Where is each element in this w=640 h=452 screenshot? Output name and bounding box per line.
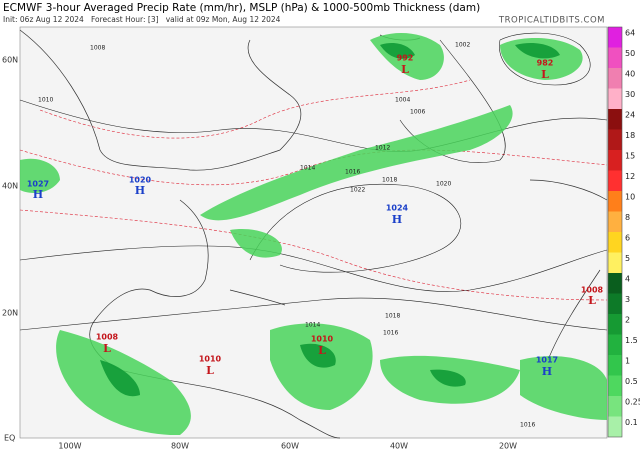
colorbar-swatch [608,27,622,48]
lat-label: 20N [2,309,18,318]
isobar-label: 1014 [300,165,315,172]
colorbar-label: 4 [625,275,630,284]
colorbar-swatch [608,170,622,191]
colorbar-label: 0.5 [625,377,638,386]
colorbar-label: 8 [625,213,630,222]
isobar-label: 1004 [395,97,410,104]
colorbar-label: 0.25 [625,398,640,407]
lat-label: 60N [2,56,18,65]
lon-label: 100W [58,442,81,451]
colorbar-swatch [608,150,622,171]
isobar [19,32,608,331]
center-pressure: 1008 [581,286,604,295]
center-pressure: 1020 [129,176,152,185]
colorbar-label: 6 [625,234,630,243]
center-symbol: L [103,342,111,355]
isobar-label: 1016 [383,330,398,337]
isobar-label: 1014 [305,322,320,329]
center-pressure: 1027 [27,180,49,189]
colorbar-swatch [608,109,622,130]
isobar-label: 1006 [410,109,425,116]
center-pressure: 1024 [386,204,409,213]
center-symbol: H [33,188,43,201]
colorbar-swatch [608,68,622,89]
center-symbol: H [135,184,145,197]
isobar-label: 1010 [38,97,53,104]
isobar-label: 1002 [455,42,470,49]
isobar-label: 1022 [350,187,365,194]
center-symbol: H [392,213,402,226]
colorbar-swatch [608,191,622,212]
center-symbol: L [401,63,409,76]
colorbar-swatch [608,375,622,396]
isobar-label: 1016 [520,422,535,429]
lat-label: 40N [2,182,18,191]
latitude-labels: 60N 40N 20N EQ [2,56,18,443]
colorbar-label: 0.1 [625,418,638,427]
subtitle: Init: 06z Aug 12 2024 Forecast Hour: [3]… [3,15,281,24]
colorbar: 64 50 40 30 24 18 15 12 10 8 6 5 4 3 2 1.5 1 0.5 0.25 0.1 [607,26,640,438]
colorbar-swatch [608,273,622,294]
colorbar-swatch [608,47,622,68]
colorbar-label: 12 [625,172,635,181]
colorbar-frame [607,26,623,438]
colorbar-swatch [608,355,622,376]
colorbar-label: 18 [625,131,635,140]
center-pressure: 1008 [96,333,119,342]
colorbar-label: 5 [625,254,630,263]
lon-label: 40W [390,442,408,451]
center-symbol: L [541,68,549,81]
lon-label: 80W [171,442,189,451]
colorbar-swatch [608,129,622,150]
colorbar-label: 40 [625,70,635,79]
center-symbol: L [206,364,214,377]
isobar-label: 1008 [90,45,105,52]
center-pressure: 992 [397,54,414,63]
colorbar-label: 10 [625,193,635,202]
colorbar-swatch [608,314,622,335]
center-pressure: 1017 [536,356,558,365]
center-symbol: L [588,294,596,307]
center-pressure: 1010 [199,355,222,364]
colorbar-label: 30 [625,90,635,99]
center-pressure: 1010 [311,335,334,344]
thickness-line [19,79,608,301]
precip-area [20,33,607,436]
isobar-label: 1016 [345,169,360,176]
map-area: 1008 1010 1014 1016 1018 1020 1022 1002 … [19,26,608,439]
isobar-label: 1012 [375,145,390,152]
colorbar-label: 3 [625,295,630,304]
colorbar-label: 15 [625,152,635,161]
colorbar-label: 2 [625,316,630,325]
center-pressure: 982 [537,59,554,68]
isobar-label: 1018 [382,177,397,184]
colorbar-label: 1 [625,357,630,366]
colorbar-label: 50 [625,49,635,58]
lon-label: 20W [499,442,517,451]
colorbar-swatch [608,334,622,355]
lon-label: 60W [281,442,299,451]
colorbar-label: 64 [625,29,635,38]
center-symbol: H [542,365,552,378]
colorbar-swatch [608,232,622,253]
center-symbol: L [318,344,326,357]
colorbar-swatch [608,396,622,417]
title: ECMWF 3-hour Averaged Precip Rate (mm/hr… [3,2,480,14]
colorbar-label: 24 [625,111,635,120]
lat-label: EQ [4,434,15,443]
credit: TROPICALTIDBITS.COM [498,16,605,26]
colorbar-swatch [608,416,622,437]
isobar-label: 1018 [385,313,400,320]
colorbar-label: 1.5 [625,336,638,345]
colorbar-swatch [608,293,622,314]
colorbar-swatch [608,252,622,273]
colorbar-swatch [608,211,622,232]
longitude-labels: 100W 80W 60W 40W 20W [58,442,517,451]
colorbar-swatch [608,88,622,109]
isobar-label: 1020 [436,181,451,188]
